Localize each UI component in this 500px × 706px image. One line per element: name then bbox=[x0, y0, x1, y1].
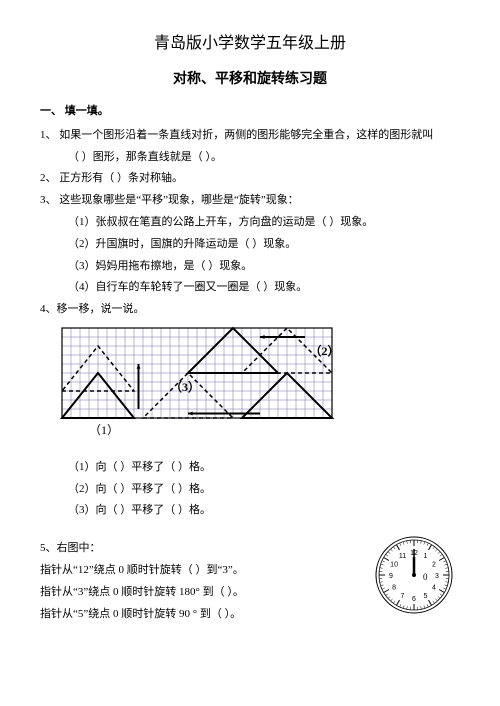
svg-text:1: 1 bbox=[424, 553, 428, 560]
clock-figure: 1212345678910110 bbox=[372, 533, 456, 625]
svg-text:11: 11 bbox=[399, 553, 406, 560]
question-3-1: （1）张叔叔在笔直的公路上开车，方向盘的运动是（ ）现象。 bbox=[68, 213, 460, 233]
question-4-1: （1）向（ ）平移了（ ）格。 bbox=[68, 458, 460, 478]
question-4-2: （2）向（ ）平移了（ ）格。 bbox=[68, 480, 460, 500]
question-1-cont: （ ）图形，那条直线就是（ ）。 bbox=[68, 148, 460, 168]
svg-text:（2）: （2） bbox=[310, 343, 340, 358]
grid-figure: （1） （2） （3） bbox=[60, 326, 460, 452]
page-title: 青岛版小学数学五年级上册 bbox=[40, 30, 460, 59]
question-3-2: （2）升国旗时，国旗的升降运动是（ ）现象。 bbox=[68, 235, 460, 255]
svg-text:9: 9 bbox=[389, 573, 393, 580]
svg-text:2: 2 bbox=[432, 562, 436, 569]
question-3-3: （3）妈妈用拖布擦地，是（ ）现象。 bbox=[68, 257, 460, 277]
question-4-3: （3）向（ ）平移了（ ）格。 bbox=[68, 501, 460, 521]
question-3: 3、 这些现象哪些是“平移”现象，哪些是“旋转”现象： bbox=[40, 191, 460, 211]
svg-text:7: 7 bbox=[401, 593, 405, 600]
section-heading: 一、 填一填。 bbox=[40, 102, 460, 122]
svg-text:（3）: （3） bbox=[170, 379, 200, 394]
question-3-4: （4）自行车的车轮转了一圈又一圈是（ ）现象。 bbox=[68, 278, 460, 298]
page-subtitle: 对称、平移和旋转练习题 bbox=[40, 67, 460, 92]
svg-text:（1）: （1） bbox=[89, 423, 119, 437]
svg-text:5: 5 bbox=[424, 593, 428, 600]
svg-text:0: 0 bbox=[423, 572, 428, 582]
question-4: 4、移一移，说一说。 bbox=[40, 300, 460, 320]
svg-text:6: 6 bbox=[412, 596, 416, 603]
svg-text:4: 4 bbox=[432, 585, 436, 592]
svg-text:3: 3 bbox=[435, 573, 439, 580]
question-2: 2、 正方形有（ ）条对称轴。 bbox=[40, 169, 460, 189]
question-1: 1、 如果一个图形沿着一条直线对折，两侧的图形能够完全重合，这样的图形就叫 bbox=[40, 126, 460, 146]
svg-text:10: 10 bbox=[390, 562, 398, 569]
svg-text:8: 8 bbox=[392, 585, 396, 592]
